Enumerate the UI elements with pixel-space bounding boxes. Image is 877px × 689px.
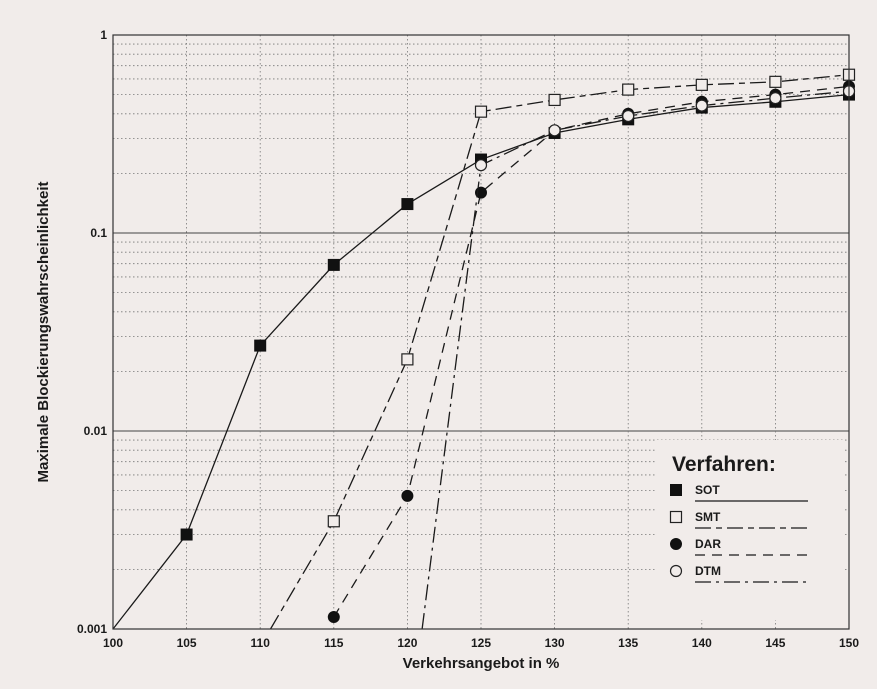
series-smt <box>269 68 856 630</box>
legend-label-dar: DAR <box>695 537 721 551</box>
y-tick-label: 0.01 <box>84 424 108 438</box>
data-point-smt <box>327 515 340 528</box>
x-tick-label: 105 <box>177 636 197 650</box>
data-point-sot <box>180 528 193 541</box>
x-tick-label: 135 <box>618 636 638 650</box>
data-point-dtm <box>474 159 488 172</box>
legend-item-dar: DAR <box>670 537 808 556</box>
y-tick-label: 0.1 <box>90 226 107 240</box>
legend: Verfahren: SOT SMT DAR DTM <box>655 440 843 620</box>
data-point-smt <box>548 93 561 107</box>
data-point-sot <box>254 339 267 352</box>
x-tick-label: 145 <box>765 636 785 650</box>
data-point-sot <box>327 258 340 271</box>
x-tick-label: 100 <box>103 636 123 650</box>
legend-label-dtm: DTM <box>695 564 721 578</box>
data-point-dtm <box>622 109 635 123</box>
y-tick-label: 0.001 <box>77 622 107 636</box>
legend-marker-sot <box>670 484 682 496</box>
legend-label-smt: SMT <box>695 510 721 524</box>
data-point-dtm <box>769 92 782 105</box>
legend-item-dtm: DTM <box>669 564 808 583</box>
x-axis-title: Verkehrsangebot in % <box>403 655 560 672</box>
data-point-smt <box>769 75 782 88</box>
series-layer <box>112 68 856 630</box>
legend-box <box>655 440 843 620</box>
data-point-dtm <box>548 124 561 137</box>
legend-marker-smt <box>669 510 683 524</box>
data-point-smt <box>401 353 414 366</box>
series-line-dar <box>333 85 850 618</box>
data-point-dar <box>401 489 414 502</box>
legend-label-sot: SOT <box>695 483 720 497</box>
data-point-smt <box>695 78 708 91</box>
data-point-dar <box>327 610 340 623</box>
series-line-smt <box>269 74 850 630</box>
series-dtm <box>421 85 856 630</box>
legend-item-sot: SOT <box>670 483 808 502</box>
data-point-dtm <box>695 99 708 112</box>
x-tick-label: 140 <box>692 636 712 650</box>
legend-marker-dtm <box>669 564 683 578</box>
x-tick-label: 125 <box>471 636 491 650</box>
x-tick-label: 110 <box>251 636 271 650</box>
legend-title: Verfahren: <box>672 453 776 476</box>
data-point-smt <box>622 83 635 96</box>
tick-labels: 100 105 110 115 120 125 130 135 140 145 150 1 0.1 0.0… <box>77 28 859 650</box>
legend-item-smt: SMT <box>669 510 808 529</box>
x-tick-label: 130 <box>545 636 565 650</box>
data-point-smt <box>474 105 488 118</box>
x-tick-label: 120 <box>397 636 417 650</box>
y-axis-title: Maximale Blockierungswahrscheinlichkeit <box>35 182 52 483</box>
plot-frame <box>112 34 850 630</box>
legend-marker-dar <box>670 538 682 550</box>
y-tick-label: 1 <box>100 28 107 42</box>
data-point-sot <box>401 198 414 211</box>
x-tick-label: 150 <box>839 636 859 650</box>
x-tick-label: 115 <box>324 636 344 650</box>
